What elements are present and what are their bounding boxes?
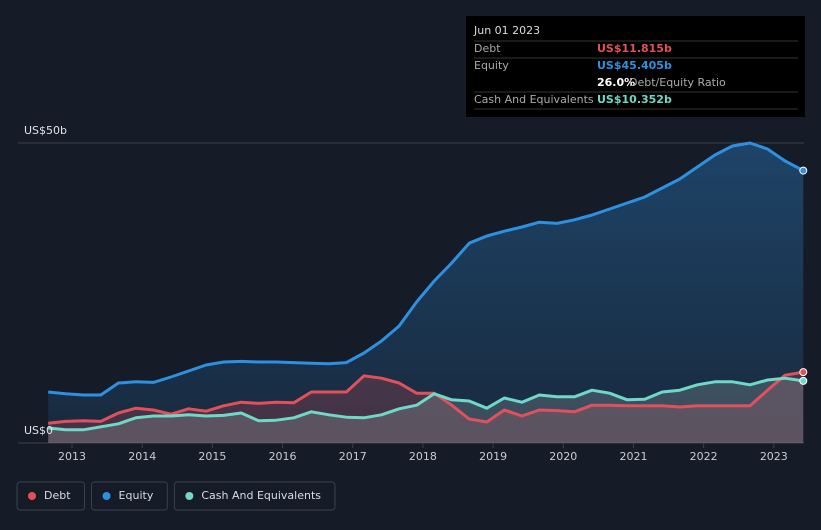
tooltip-label: Debt [474, 42, 501, 55]
tooltip-value: US$10.352b [597, 93, 672, 106]
end-point [799, 368, 808, 377]
legend-item[interactable]: Cash And Equivalents [173, 481, 336, 511]
legend-item[interactable]: Debt [16, 481, 86, 511]
tooltip-date: Jun 01 2023 [473, 24, 540, 37]
legend-swatch[interactable] [185, 492, 194, 500]
line [48, 370, 804, 425]
legend-label[interactable]: Equity [119, 489, 154, 502]
x-tick-label: 2015 [198, 450, 226, 463]
end-point [799, 376, 808, 385]
x-tick-label: 2016 [269, 450, 297, 463]
legend-swatch[interactable] [28, 492, 36, 500]
tooltip-value: US$45.405b [597, 59, 672, 72]
x-tick-label: 2018 [409, 450, 437, 463]
line [48, 376, 804, 432]
legend-button[interactable] [173, 481, 336, 511]
line [48, 141, 804, 397]
area [48, 372, 804, 443]
legend-item[interactable]: Equity [91, 481, 168, 511]
x-tick-label: 2022 [690, 450, 718, 463]
tooltip-value: US$11.815b [597, 42, 672, 55]
x-tick-label: 2020 [549, 450, 577, 463]
area [48, 378, 804, 443]
legend-button[interactable] [16, 481, 86, 511]
legend-label[interactable]: Debt [44, 489, 71, 502]
tooltip-value: 26.0% [597, 76, 635, 89]
y-tick-label: US$50b [24, 124, 67, 137]
tooltip-label: Equity [474, 59, 509, 72]
x-tick-label: 2019 [479, 450, 507, 463]
x-tick-label: 2013 [58, 450, 86, 463]
tooltip-box [466, 16, 805, 117]
tooltip: Jun 01 2023 Debt US$11.815b Equity US$45… [466, 16, 805, 117]
x-tick-label: 2023 [760, 450, 788, 463]
x-tick-label: 2014 [128, 450, 156, 463]
legend-label[interactable]: Cash And Equivalents [201, 489, 321, 502]
legend-swatch[interactable] [102, 492, 111, 500]
end-point [799, 166, 808, 175]
legend-button[interactable] [91, 481, 168, 511]
x-tick-label: 2021 [619, 450, 647, 463]
y-tick-label: US$0 [24, 424, 53, 437]
tooltip-label: Debt/Equity Ratio [629, 76, 726, 89]
tooltip-label: Cash And Equivalents [474, 93, 594, 106]
x-tick-label: 2017 [339, 450, 367, 463]
